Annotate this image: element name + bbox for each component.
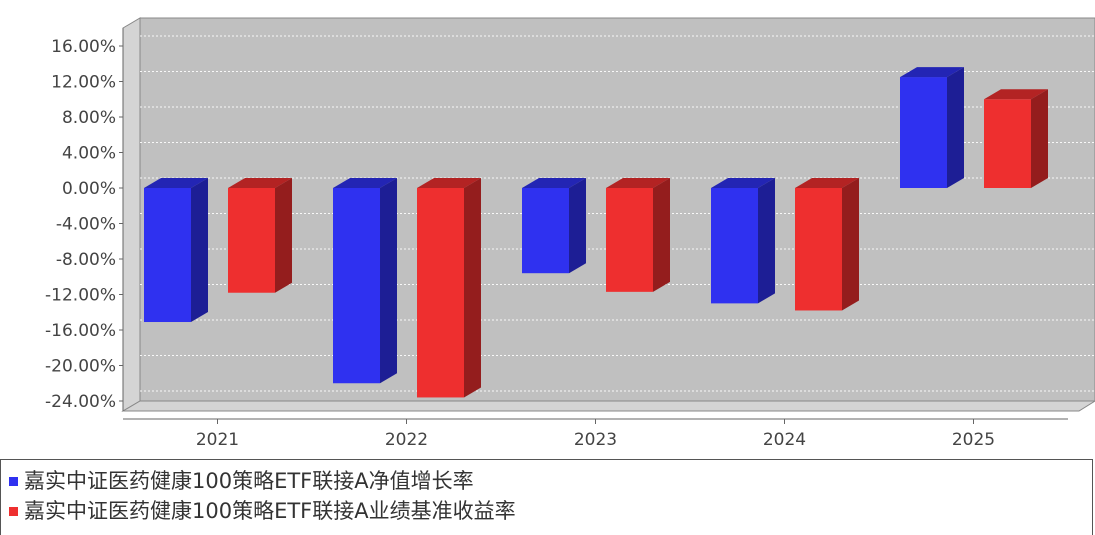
y-tick-label: -4.00% bbox=[56, 215, 116, 235]
bar-top bbox=[795, 178, 859, 188]
bar-side bbox=[653, 178, 670, 292]
legend: 嘉实中证医药健康100策略ETF联接A净值增长率 嘉实中证医药健康100策略ET… bbox=[0, 459, 1093, 535]
y-tick-label: -8.00% bbox=[56, 250, 116, 270]
bar-2025-series1 bbox=[900, 67, 964, 188]
bar-2023-series1 bbox=[522, 178, 586, 274]
bar-side bbox=[758, 178, 775, 304]
legend-label: 嘉实中证医药健康100策略ETF联接A净值增长率 bbox=[24, 469, 474, 493]
bar-top bbox=[228, 178, 292, 188]
bar-front bbox=[333, 188, 380, 384]
x-tick-label: 2022 bbox=[385, 430, 428, 450]
bars bbox=[144, 67, 1048, 398]
bar-side bbox=[842, 178, 859, 311]
y-tick-label: 8.00% bbox=[62, 108, 116, 128]
bar-2021-series2 bbox=[228, 178, 292, 293]
bar-2025-series2 bbox=[984, 89, 1048, 188]
bar-top bbox=[984, 89, 1048, 100]
bar-top bbox=[333, 178, 397, 188]
bar-2024-series1 bbox=[711, 178, 775, 304]
y-tick-label: 0.00% bbox=[62, 179, 116, 199]
bar-front bbox=[522, 188, 569, 274]
x-tick-label: 2023 bbox=[574, 430, 617, 450]
legend-swatch-blue bbox=[9, 476, 18, 486]
y-tick-label: -20.00% bbox=[45, 357, 116, 377]
bar-top bbox=[522, 178, 586, 188]
x-tick-label: 2021 bbox=[196, 430, 239, 450]
bar-front bbox=[711, 188, 758, 304]
bar-2023-series2 bbox=[606, 178, 670, 292]
bar-top bbox=[711, 178, 775, 188]
y-tick-label: -16.00% bbox=[45, 321, 116, 341]
bar-2021-series1 bbox=[144, 178, 208, 323]
bar-side bbox=[1031, 89, 1048, 188]
x-tick-label: 2025 bbox=[952, 430, 995, 450]
bar-front bbox=[795, 188, 842, 311]
bar-front bbox=[900, 77, 947, 188]
y-axis-ticks: 16.00% 12.00% 8.00% 4.00% 0.00% -4.00% -8.00% -… bbox=[45, 37, 123, 412]
y-tick-label: -24.00% bbox=[45, 392, 116, 412]
bar-top bbox=[606, 178, 670, 188]
bar-side bbox=[380, 178, 397, 384]
bar-front bbox=[228, 188, 275, 293]
x-tick-label: 2024 bbox=[763, 430, 806, 450]
legend-swatch-red bbox=[9, 506, 18, 516]
bar-front bbox=[984, 99, 1031, 188]
y-tick-label: -12.00% bbox=[45, 286, 116, 306]
bar-front bbox=[417, 188, 464, 398]
x-axis-ticks: 2021 2022 2023 2024 2025 bbox=[196, 419, 995, 450]
bar-2024-series2 bbox=[795, 178, 859, 311]
plot-side-wall bbox=[122, 17, 141, 412]
bar-top bbox=[900, 67, 964, 78]
y-tick-label: 16.00% bbox=[51, 37, 116, 57]
bar-2022-series1 bbox=[333, 178, 397, 384]
y-tick-label: 4.00% bbox=[62, 144, 116, 164]
legend-label: 嘉实中证医药健康100策略ETF联接A业绩基准收益率 bbox=[24, 499, 516, 523]
bar-front bbox=[144, 188, 191, 323]
bar-side bbox=[191, 178, 208, 323]
y-tick-label: 12.00% bbox=[51, 73, 116, 93]
bar-front bbox=[606, 188, 653, 292]
bar-top bbox=[144, 178, 208, 188]
bar-chart: 16.00% 12.00% 8.00% 4.00% 0.00% -4.00% -8.00% -… bbox=[45, 17, 1095, 450]
bar-side bbox=[464, 178, 481, 398]
plot-floor bbox=[121, 400, 1095, 412]
bar-side bbox=[947, 67, 964, 188]
legend-item-benchmark: 嘉实中证医药健康100策略ETF联接A业绩基准收益率 bbox=[9, 498, 516, 524]
bar-top bbox=[417, 178, 481, 188]
bar-side bbox=[569, 178, 586, 274]
bar-2022-series2 bbox=[417, 178, 481, 398]
bar-side bbox=[275, 178, 292, 293]
legend-item-nav-growth: 嘉实中证医药健康100策略ETF联接A净值增长率 bbox=[9, 468, 474, 494]
